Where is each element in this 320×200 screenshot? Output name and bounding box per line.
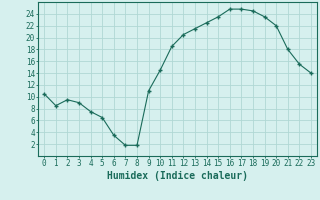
X-axis label: Humidex (Indice chaleur): Humidex (Indice chaleur) (107, 171, 248, 181)
